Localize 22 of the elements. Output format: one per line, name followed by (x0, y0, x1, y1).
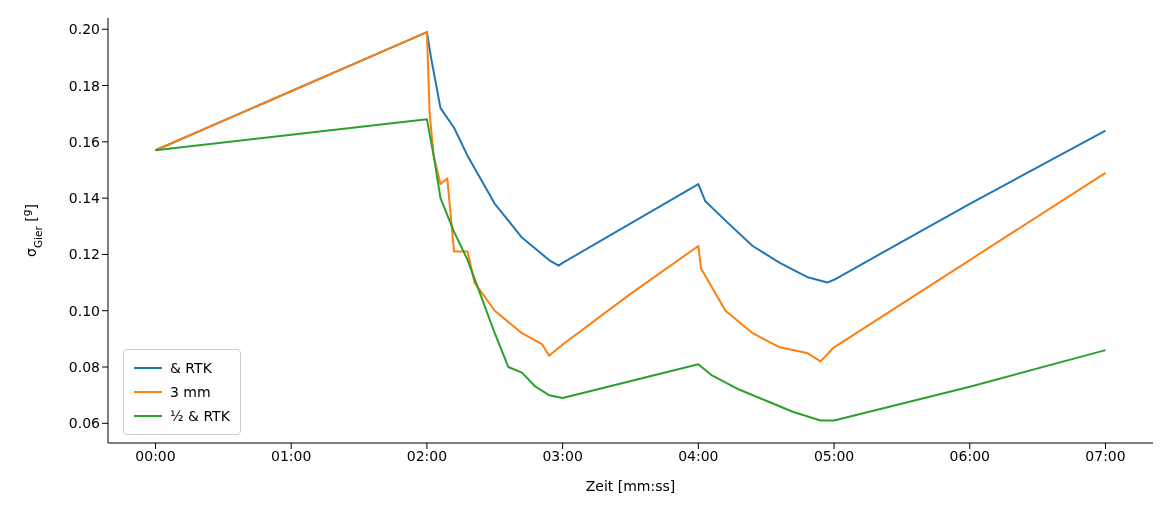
y-tick-label: 0.10 (68, 302, 100, 319)
y-tick-label: 0.14 (68, 190, 101, 207)
y-tick-label: 0.20 (68, 21, 100, 38)
x-tick-label: 01:00 (271, 447, 312, 464)
x-tick-label: 00:00 (135, 447, 176, 464)
legend-label: 3 mm (170, 383, 211, 402)
x-tick-label: 07:00 (1085, 447, 1126, 464)
x-tick-label: 05:00 (813, 447, 855, 464)
y-tick-label: 0.18 (68, 77, 100, 94)
x-tick-label: 04:00 (678, 447, 719, 464)
x-tick-label: 02:00 (406, 447, 448, 464)
y-tick-label: 0.08 (68, 358, 100, 375)
x-axis-title: Zeit [mm:ss] (585, 478, 676, 494)
y-tick-label: 0.06 (68, 415, 101, 432)
legend-label: & RTK (170, 359, 212, 378)
y-tick-label: 0.16 (68, 133, 101, 150)
legend-label: ½ & RTK (170, 407, 230, 426)
line-series (154, 118, 1107, 422)
x-tick-label: 06:00 (949, 447, 990, 464)
line-series (154, 31, 1107, 363)
y-tick-label: 0.12 (68, 246, 100, 263)
x-tick-label: 03:00 (542, 447, 583, 464)
